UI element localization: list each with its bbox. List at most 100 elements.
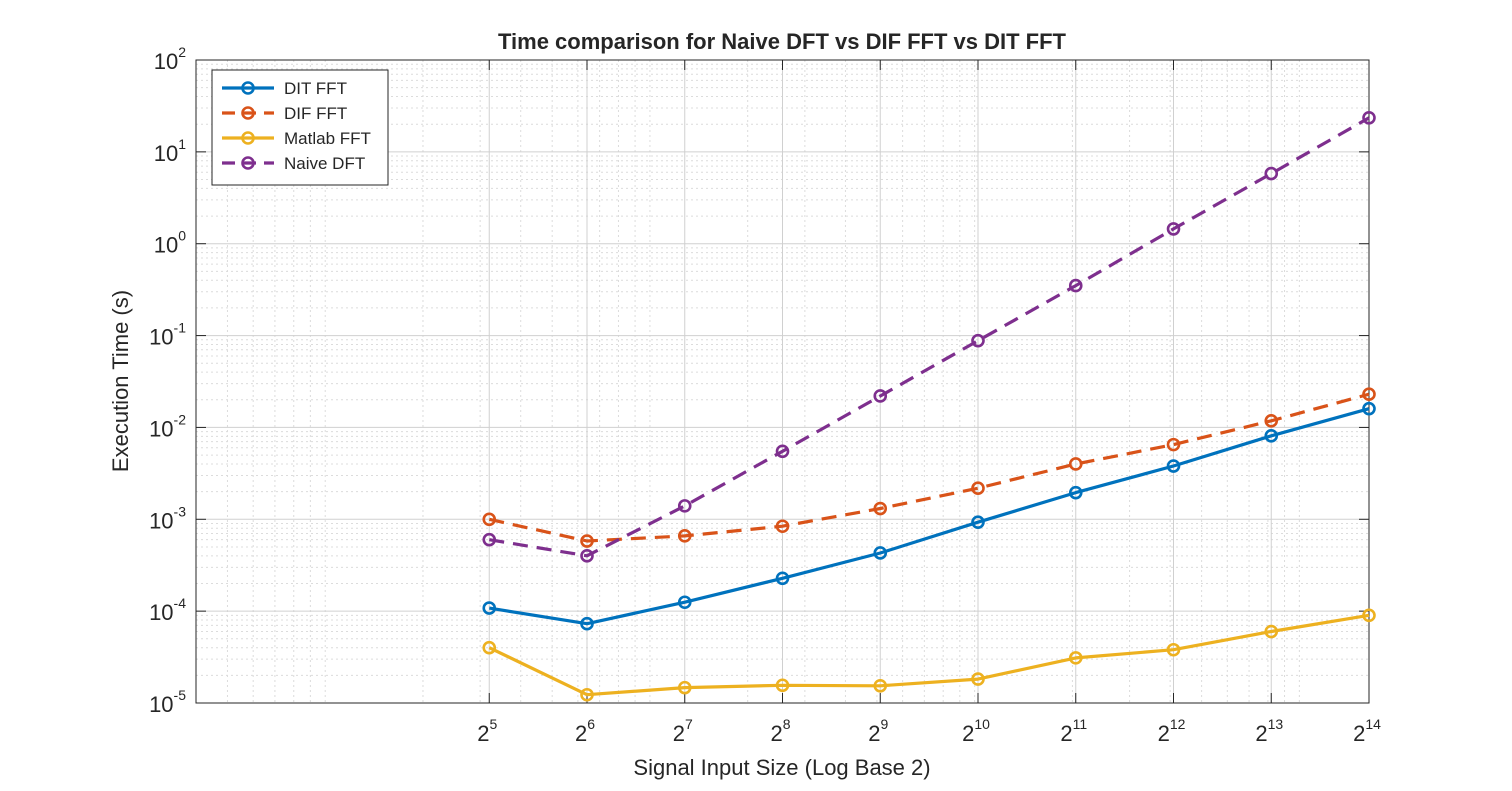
- y-tick-base: 10: [154, 141, 178, 166]
- y-tick-exponent: 2: [178, 44, 186, 60]
- x-tick-base: 2: [673, 721, 685, 746]
- y-tick-base: 10: [154, 49, 178, 74]
- y-tick-base: 10: [149, 692, 173, 717]
- y-tick-base: 10: [149, 508, 173, 533]
- y-tick-label: 102: [154, 44, 186, 74]
- x-tick-exponent: 10: [974, 716, 990, 732]
- legend: DIT FFT DIF FFT Matlab FFT Naive DFT: [211, 69, 389, 186]
- data-point-dif-fft: [1264, 414, 1279, 428]
- data-point-dif-fft: [580, 534, 594, 548]
- data-point-dit-fft: [1362, 401, 1376, 416]
- x-axis-label: Signal Input Size (Log Base 2): [633, 755, 930, 780]
- data-point-dit-fft: [1264, 429, 1279, 443]
- x-tick-exponent: 6: [587, 716, 595, 732]
- data-point-naive-dft: [1362, 110, 1376, 125]
- x-tick-exponent: 13: [1268, 716, 1284, 732]
- y-tick-exponent: -3: [174, 503, 187, 519]
- y-tick-label: 10-3: [149, 503, 186, 533]
- data-point-matlab-fft: [775, 678, 790, 693]
- y-tick-label: 10-4: [149, 595, 186, 625]
- x-tick-label: 25: [477, 716, 497, 746]
- x-tick-exponent: 5: [489, 716, 497, 732]
- data-point-matlab-fft: [482, 640, 497, 655]
- data-point-dif-fft: [775, 519, 790, 534]
- data-point-dif-fft: [971, 481, 985, 495]
- series-naive-dft: [482, 110, 1376, 563]
- x-tick-exponent: 7: [685, 716, 693, 732]
- y-tick-label: 10-5: [149, 687, 186, 717]
- series-line-dit-fft: [489, 407, 1370, 626]
- grid: [196, 60, 1370, 703]
- x-tick-exponent: 9: [880, 716, 888, 732]
- y-tick-base: 10: [149, 325, 173, 350]
- axis-ticks: 25 26 27 28 29 210 211 212 213 21410-510-410-310-…: [149, 44, 1381, 746]
- x-tick-exponent: 8: [783, 716, 791, 732]
- data-point-matlab-fft: [1068, 651, 1083, 665]
- legend-label-dit-fft: DIT FFT: [284, 79, 347, 98]
- data-point-dif-fft: [482, 512, 497, 527]
- x-tick-base: 2: [1255, 721, 1267, 746]
- x-tick-base: 2: [868, 721, 880, 746]
- x-tick-label: 210: [962, 716, 990, 746]
- y-tick-exponent: -1: [174, 320, 187, 336]
- y-tick-base: 10: [149, 600, 173, 625]
- data-point-dit-fft: [1166, 459, 1181, 473]
- x-tick-base: 2: [1353, 721, 1365, 746]
- y-tick-exponent: -5: [174, 687, 187, 703]
- chart-title: Time comparison for Naive DFT vs DIF FFT…: [498, 29, 1067, 54]
- x-tick-label: 213: [1255, 716, 1283, 746]
- data-point-dit-fft: [775, 571, 790, 586]
- x-tick-label: 28: [770, 716, 790, 746]
- data-point-naive-dft: [482, 532, 497, 547]
- data-point-matlab-fft: [1264, 624, 1279, 639]
- x-tick-label: 26: [575, 716, 595, 746]
- y-tick-label: 101: [154, 136, 186, 166]
- data-point-dif-fft: [1362, 387, 1376, 402]
- series-dit-fft: [482, 401, 1376, 631]
- data-point-matlab-fft: [580, 687, 594, 702]
- data-point-matlab-fft: [1166, 642, 1181, 657]
- legend-marker-naive-dft: [241, 156, 255, 170]
- data-point-dit-fft: [677, 595, 692, 610]
- data-point-dif-fft: [1166, 437, 1181, 452]
- y-tick-base: 10: [149, 416, 173, 441]
- x-tick-base: 2: [962, 721, 974, 746]
- y-tick-exponent: 0: [178, 228, 186, 244]
- data-point-naive-dft: [1166, 222, 1181, 236]
- data-point-naive-dft: [971, 333, 985, 348]
- x-tick-label: 27: [673, 716, 693, 746]
- data-point-matlab-fft: [873, 678, 888, 693]
- y-tick-label: 100: [154, 228, 186, 258]
- x-tick-base: 2: [770, 721, 782, 746]
- y-tick-base: 10: [154, 233, 178, 258]
- y-tick-label: 10-1: [149, 320, 186, 350]
- x-tick-base: 2: [575, 721, 587, 746]
- data-point-matlab-fft: [971, 672, 985, 686]
- y-axis-label: Execution Time (s): [108, 290, 133, 472]
- x-tick-exponent: 12: [1170, 716, 1186, 732]
- data-point-dit-fft: [1068, 485, 1083, 500]
- y-tick-exponent: -4: [174, 595, 187, 611]
- legend-marker-dif-fft: [241, 106, 255, 120]
- x-tick-label: 212: [1158, 716, 1186, 746]
- x-tick-base: 2: [1060, 721, 1072, 746]
- x-tick-label: 214: [1353, 716, 1381, 746]
- data-point-dif-fft: [1068, 457, 1083, 471]
- series-lines: [482, 110, 1376, 702]
- series-line-matlab-fft: [488, 613, 1370, 697]
- series-line-naive-dft: [489, 116, 1370, 558]
- series-line-dif-fft: [488, 392, 1370, 543]
- data-point-naive-dft: [1068, 278, 1083, 293]
- data-point-naive-dft: [580, 549, 594, 563]
- data-point-dit-fft: [971, 515, 985, 529]
- x-tick-label: 211: [1060, 716, 1087, 746]
- legend-label-dif-fft: DIF FFT: [284, 104, 347, 123]
- legend-label-naive-dft: Naive DFT: [284, 154, 365, 173]
- data-point-dit-fft: [580, 616, 594, 631]
- data-point-dif-fft: [873, 501, 888, 516]
- x-tick-label: 29: [868, 716, 888, 746]
- y-tick-label: 10-2: [149, 411, 186, 441]
- legend-label-matlab-fft: Matlab FFT: [284, 129, 371, 148]
